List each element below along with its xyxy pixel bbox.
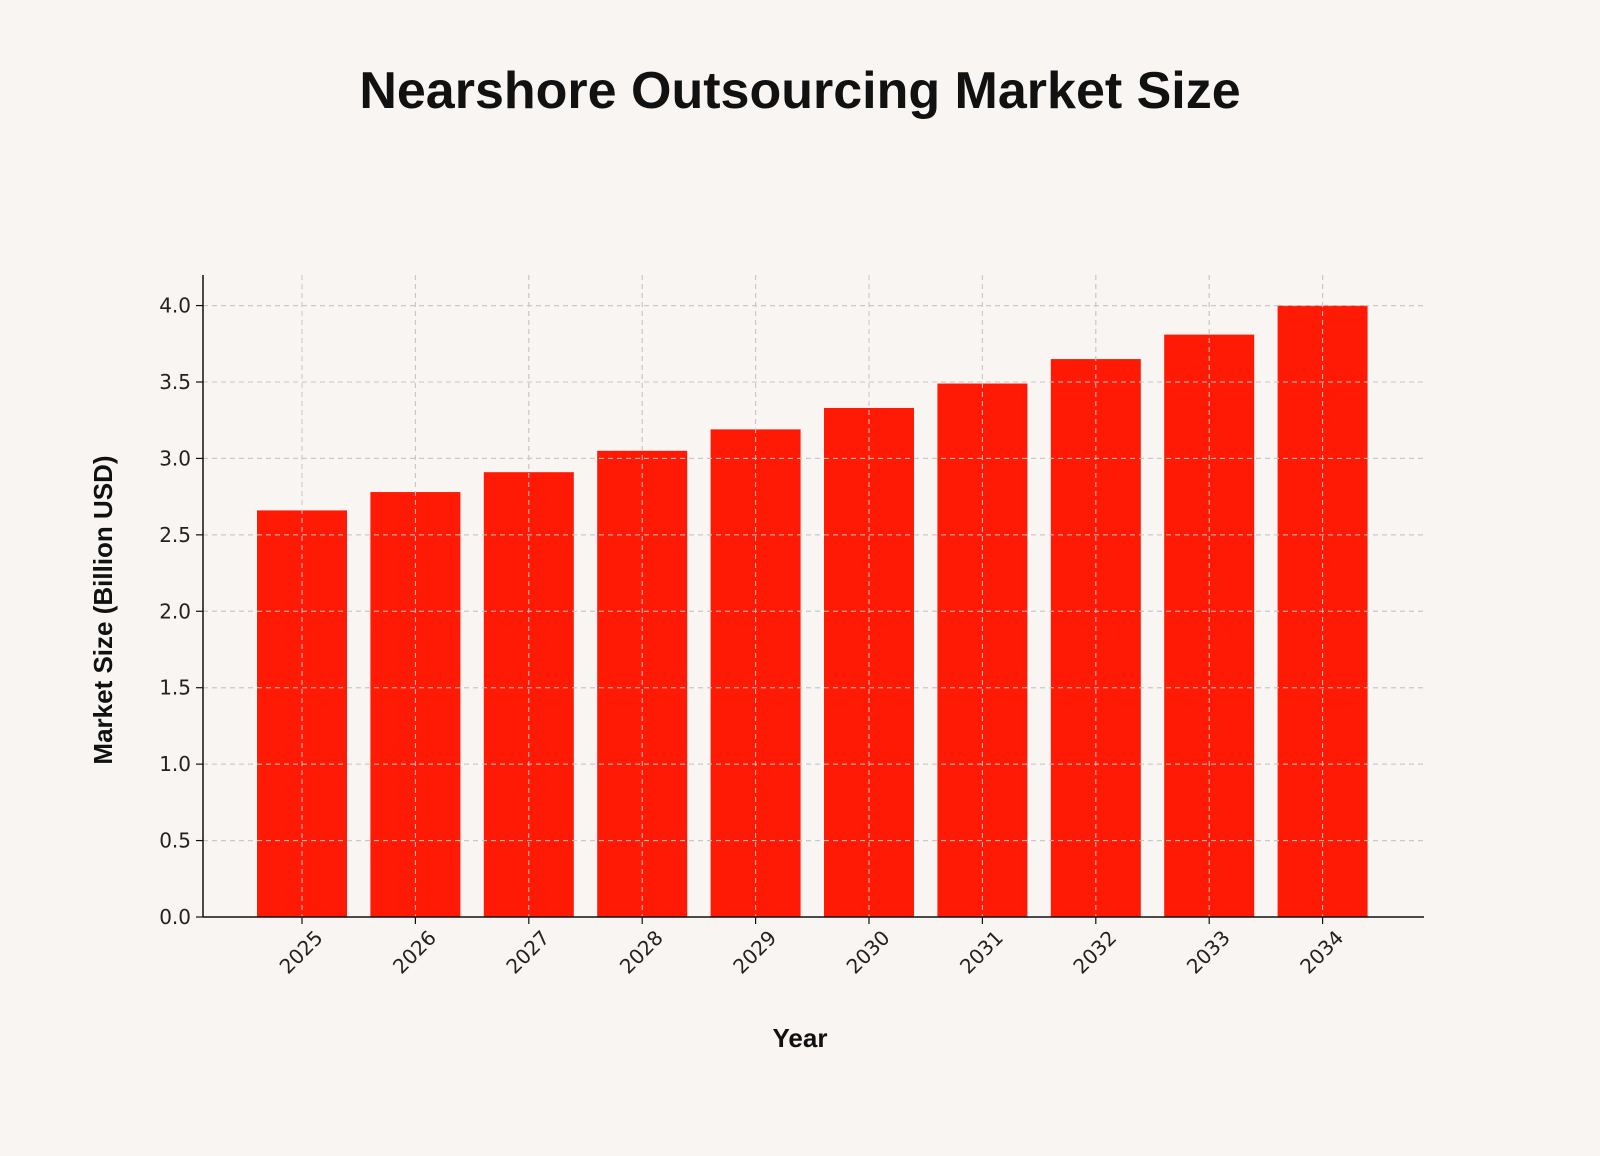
chart-title: Nearshore Outsourcing Market Size: [359, 62, 1240, 120]
y-tick-label: 2.5: [159, 523, 191, 547]
x-tick-label: 2026: [388, 926, 441, 979]
y-tick-label: 4.0: [159, 294, 191, 318]
x-axis-label: Year: [773, 1023, 828, 1053]
bar-2025: [257, 510, 347, 917]
y-tick-label: 3.5: [159, 370, 191, 394]
y-tick-label: 1.5: [159, 676, 191, 700]
y-tick-label: 3.0: [159, 446, 191, 470]
x-tick-label: 2029: [728, 926, 781, 979]
x-tick-label: 2033: [1182, 926, 1235, 979]
x-tick-label: 2027: [501, 926, 554, 979]
x-tick-label: 2030: [842, 926, 895, 979]
y-tick-label: 2.0: [159, 599, 191, 623]
y-tick-labels: 0.0 0.5 1.0 1.5 2.0 2.5 3.0 3.5 4.0: [159, 294, 191, 929]
x-tick-labels: 2025 2026 2027 2028 2029 2030 2031 2032 2033 2034: [275, 926, 1349, 979]
y-tick-label: 1.0: [159, 752, 191, 776]
x-tick-label: 2031: [955, 926, 1008, 979]
x-tick-label: 2032: [1068, 926, 1121, 979]
y-tick-label: 0.5: [159, 829, 191, 853]
y-axis-label: Market Size (Billion USD): [88, 455, 118, 764]
x-tick-label: 2025: [275, 926, 328, 979]
y-tick-label: 0.0: [159, 905, 191, 929]
x-tick-label: 2034: [1295, 926, 1348, 979]
x-tick-label: 2028: [615, 926, 668, 979]
bars: [203, 275, 1424, 918]
axes: [196, 275, 1424, 924]
